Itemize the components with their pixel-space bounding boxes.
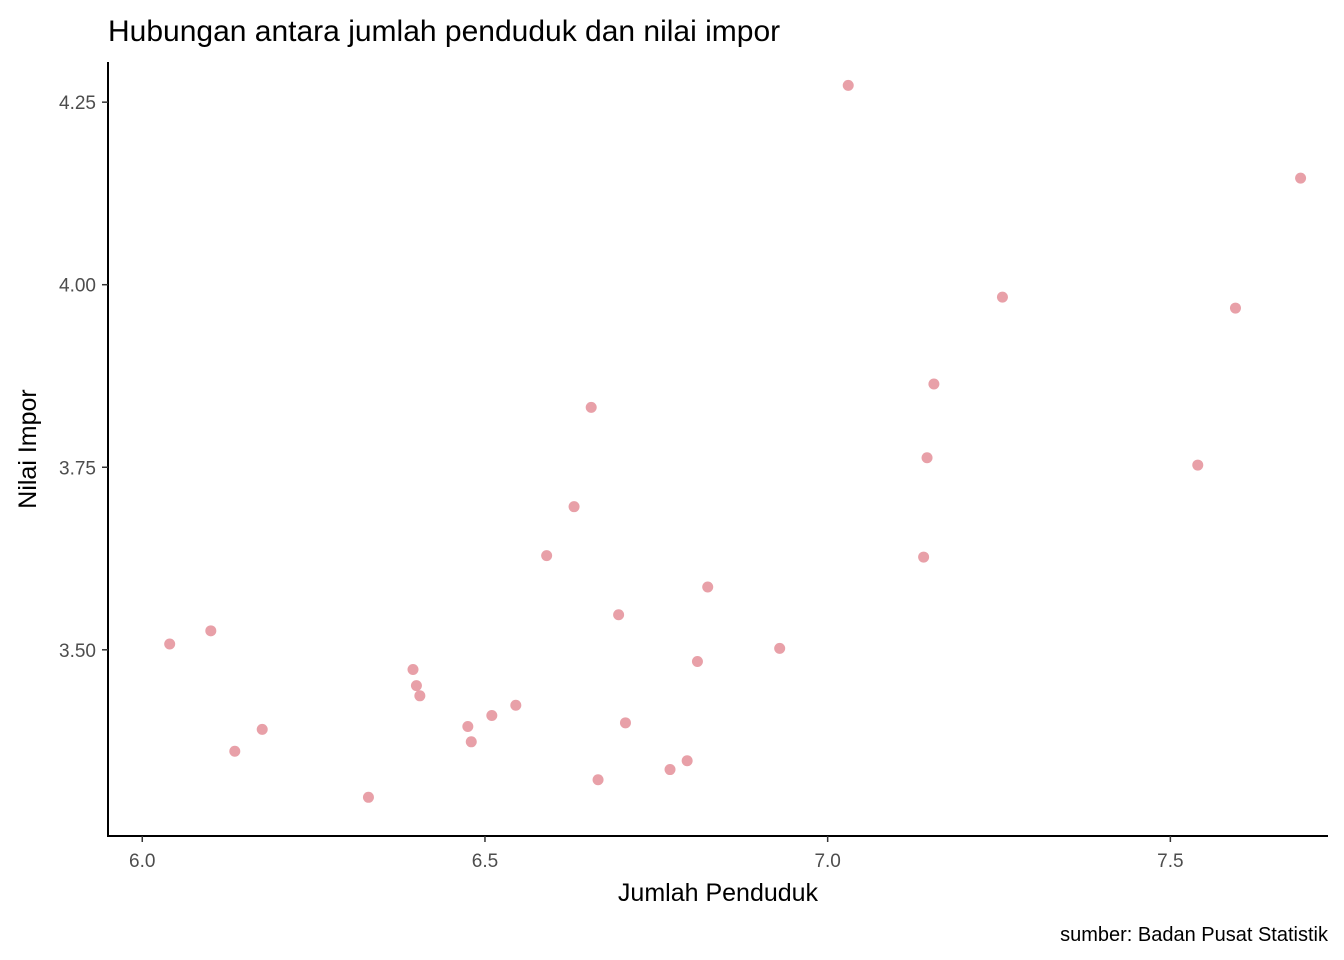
- x-tick-label: 6.0: [129, 851, 155, 872]
- data-point: [229, 745, 241, 757]
- x-tick-label: 6.5: [472, 851, 498, 872]
- data-point: [619, 717, 631, 729]
- data-point: [410, 680, 422, 692]
- x-axis-title: Jumlah Penduduk: [618, 879, 819, 907]
- data-point: [681, 755, 693, 767]
- data-point: [414, 690, 426, 702]
- data-point: [1295, 172, 1307, 184]
- x-tick-label: 7.5: [1157, 851, 1183, 872]
- data-point: [164, 638, 176, 650]
- x-axis-ticks: 6.0 6.5 7.0 7.5: [129, 836, 1184, 872]
- data-point: [928, 378, 940, 390]
- data-point: [702, 581, 714, 593]
- y-tick-label: 3.50: [59, 641, 96, 662]
- data-point: [465, 736, 477, 748]
- data-point: [592, 774, 604, 786]
- data-point: [362, 791, 374, 803]
- data-point: [486, 710, 498, 722]
- data-point: [774, 642, 786, 654]
- data-point: [462, 720, 474, 732]
- points-layer: [164, 79, 1307, 803]
- data-point: [664, 764, 676, 776]
- data-point: [842, 79, 854, 91]
- y-tick-label: 4.00: [59, 276, 96, 297]
- data-point: [691, 655, 703, 667]
- chart-title: Hubungan antara jumlah penduduk dan nila…: [108, 15, 780, 48]
- data-point: [921, 452, 933, 464]
- data-point: [541, 550, 553, 562]
- x-tick-label: 7.0: [814, 851, 840, 872]
- data-point: [510, 699, 522, 711]
- data-point: [1229, 302, 1241, 314]
- data-point: [256, 723, 268, 735]
- data-point: [918, 551, 930, 563]
- data-point: [613, 609, 625, 621]
- data-point: [996, 291, 1008, 303]
- data-point: [407, 664, 419, 676]
- data-point: [585, 401, 597, 413]
- caption-source: sumber: Badan Pusat Statistik: [1060, 924, 1329, 946]
- y-axis-ticks: 3.50 3.75 4.00 4.25: [59, 93, 108, 662]
- data-point: [1192, 459, 1204, 471]
- y-axis-title: Nilai Impor: [14, 389, 42, 508]
- data-point: [205, 625, 217, 637]
- y-tick-label: 3.75: [59, 458, 96, 479]
- y-tick-label: 4.25: [59, 93, 96, 114]
- data-point: [568, 501, 580, 513]
